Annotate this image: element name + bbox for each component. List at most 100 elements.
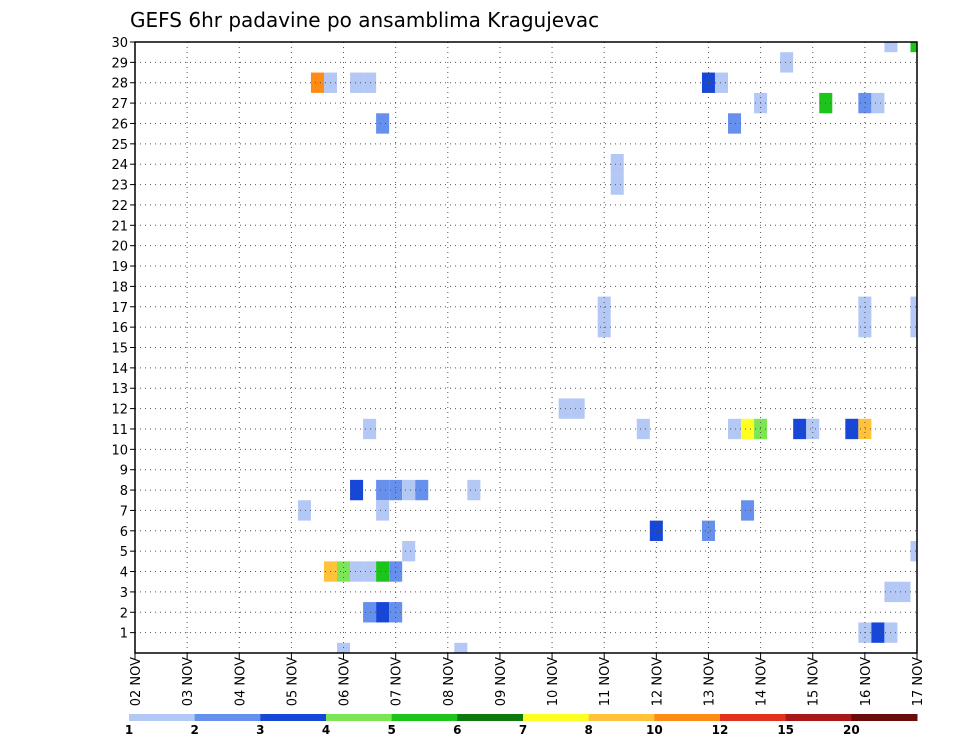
precip-cell <box>741 418 755 440</box>
y-tick-label: 28 <box>111 77 128 92</box>
precip-cell <box>597 296 611 317</box>
precip-cell <box>858 418 872 440</box>
precip-cell <box>701 520 715 541</box>
legend-label: 1 <box>125 723 133 737</box>
x-tick-label: 14 NOV <box>755 657 770 706</box>
legend-label: 7 <box>519 723 527 737</box>
y-tick-label: 19 <box>111 260 128 275</box>
x-tick-label: 10 NOV <box>546 657 561 706</box>
y-tick-label: 14 <box>111 362 128 377</box>
legend-swatch <box>851 714 918 721</box>
precip-cell <box>728 113 742 134</box>
y-tick-label: 23 <box>111 179 128 194</box>
precip-cell <box>649 520 663 541</box>
legend-label: 12 <box>712 723 729 737</box>
x-tick-label: 05 NOV <box>285 657 300 706</box>
chart-title: GEFS 6hr padavine po ansamblima Kragujev… <box>130 8 599 32</box>
y-tick-label: 7 <box>120 504 128 519</box>
precip-cell <box>728 418 742 440</box>
y-tick-label: 8 <box>120 484 128 499</box>
legend-swatch <box>654 714 721 721</box>
y-tick-label: 1 <box>120 627 128 642</box>
y-tick-label: 26 <box>111 117 128 132</box>
precip-cell <box>910 42 917 53</box>
precip-cell <box>897 581 911 603</box>
precip-cell <box>871 92 885 114</box>
y-tick-label: 10 <box>111 443 128 458</box>
legend-label: 5 <box>387 723 395 737</box>
precip-cell <box>402 479 416 501</box>
y-tick-label: 3 <box>120 586 128 601</box>
precip-cell <box>806 418 820 440</box>
precip-cell <box>910 540 917 562</box>
precip-cell <box>376 479 390 501</box>
y-tick-label: 27 <box>111 97 128 112</box>
x-tick-label: 06 NOV <box>338 657 353 706</box>
x-tick-label: 13 NOV <box>702 657 717 706</box>
legend-swatch <box>326 714 393 721</box>
precip-cell <box>363 561 377 582</box>
y-tick-label: 21 <box>111 219 128 234</box>
y-tick-label: 25 <box>111 138 128 153</box>
precip-cell <box>376 602 390 623</box>
y-tick-label: 13 <box>111 382 128 397</box>
precip-cell <box>376 561 390 582</box>
x-axis: 02 NOV 03 NOV 04 NOV 05 NOV 06 NOV 07 NOV 08 N… <box>129 653 926 706</box>
legend-label: 8 <box>584 723 592 737</box>
precip-cell <box>402 540 416 562</box>
y-tick-label: 29 <box>111 56 128 71</box>
legend-label: 10 <box>646 723 663 737</box>
legend-label: 20 <box>843 723 860 737</box>
legend-label: 15 <box>777 723 794 737</box>
precip-cell <box>884 42 898 53</box>
x-tick-label: 07 NOV <box>390 657 405 706</box>
legend-swatch <box>523 714 590 721</box>
y-tick-label: 16 <box>111 321 128 336</box>
x-tick-label: 09 NOV <box>494 657 509 706</box>
precip-cell <box>741 500 755 521</box>
x-tick-label: 16 NOV <box>859 657 874 706</box>
y-tick-label: 24 <box>111 158 128 173</box>
y-tick-label: 5 <box>120 545 128 560</box>
y-tick-label: 20 <box>111 240 128 255</box>
precip-cell <box>871 622 885 643</box>
precip-cell <box>297 500 311 521</box>
precip-cell <box>454 642 468 653</box>
legend-swatch <box>391 714 458 721</box>
precip-cell <box>337 561 351 582</box>
precip-cell <box>858 92 872 114</box>
x-tick-label: 17 NOV <box>911 657 926 706</box>
precip-cell <box>363 602 377 623</box>
legend-swatch <box>720 714 787 721</box>
precip-cell <box>858 296 872 317</box>
legend-swatch <box>785 714 852 721</box>
precip-cell <box>310 72 324 93</box>
y-tick-label: 17 <box>111 301 128 316</box>
x-tick-label: 04 NOV <box>233 657 248 706</box>
color-legend: 1 2 3 4 5 6 7 8 10 12 15 20 <box>125 714 918 737</box>
y-tick-label: 6 <box>120 525 128 540</box>
x-tick-label: 08 NOV <box>442 657 457 706</box>
precip-cell <box>845 418 859 440</box>
y-tick-label: 11 <box>111 423 128 438</box>
y-tick-label: 4 <box>120 566 128 581</box>
precip-cell <box>415 479 429 501</box>
precip-cell <box>910 316 917 338</box>
precip-cell <box>571 398 585 419</box>
legend-swatch <box>588 714 655 721</box>
y-tick-label: 30 <box>111 36 128 51</box>
precip-cell <box>376 113 390 134</box>
precip-cell <box>363 418 377 440</box>
y-tick-label: 22 <box>111 199 128 214</box>
precip-cell <box>910 296 917 317</box>
legend-swatch <box>129 714 196 721</box>
precip-cell <box>780 52 794 73</box>
y-tick-label: 15 <box>111 342 128 357</box>
legend-label: 4 <box>322 723 330 737</box>
x-tick-label: 03 NOV <box>181 657 196 706</box>
precip-cell <box>714 72 729 93</box>
precip-cell <box>376 500 390 521</box>
legend-label: 3 <box>256 723 264 737</box>
legend-label: 2 <box>190 723 198 737</box>
